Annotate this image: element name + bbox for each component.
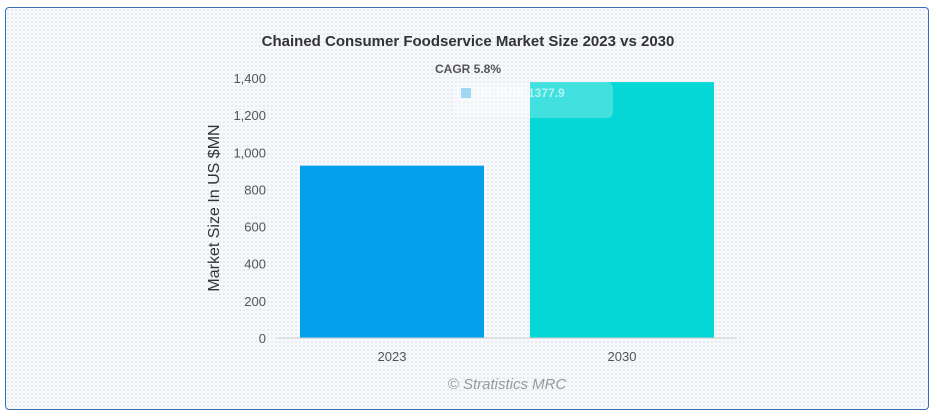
y-axis-ticks: 0 200 400 600 800 1,000 1,200 1,400: [233, 71, 266, 346]
y-tick-label: 1,200: [233, 108, 266, 123]
y-tick-label: 400: [244, 257, 266, 272]
legend-box: [455, 82, 613, 118]
y-tick-label: 200: [244, 294, 266, 309]
x-axis-ticks: 2023 2030: [378, 349, 637, 364]
legend[interactable]: US $MN, 1377.9: [455, 82, 613, 118]
bar-2023[interactable]: [300, 165, 484, 338]
y-tick-label: 1,000: [233, 145, 266, 160]
chart-subtitle: CAGR 5.8%: [435, 62, 501, 76]
y-tick-label: 800: [244, 182, 266, 197]
y-tick-label: 1,400: [233, 71, 266, 86]
y-tick-label: 0: [259, 331, 266, 346]
y-tick-label: 600: [244, 220, 266, 235]
x-tick-label: 2030: [608, 349, 637, 364]
chart-title: Chained Consumer Foodservice Market Size…: [262, 33, 675, 50]
y-axis-label: Market Size In US $MN: [206, 124, 223, 291]
legend-swatch: [461, 88, 471, 98]
legend-label: US $MN, 1377.9: [476, 86, 565, 100]
bar-2030[interactable]: [530, 82, 714, 339]
x-tick-label: 2023: [378, 349, 407, 364]
bars: [300, 82, 714, 339]
credit-text: © Stratistics MRC: [448, 376, 567, 393]
